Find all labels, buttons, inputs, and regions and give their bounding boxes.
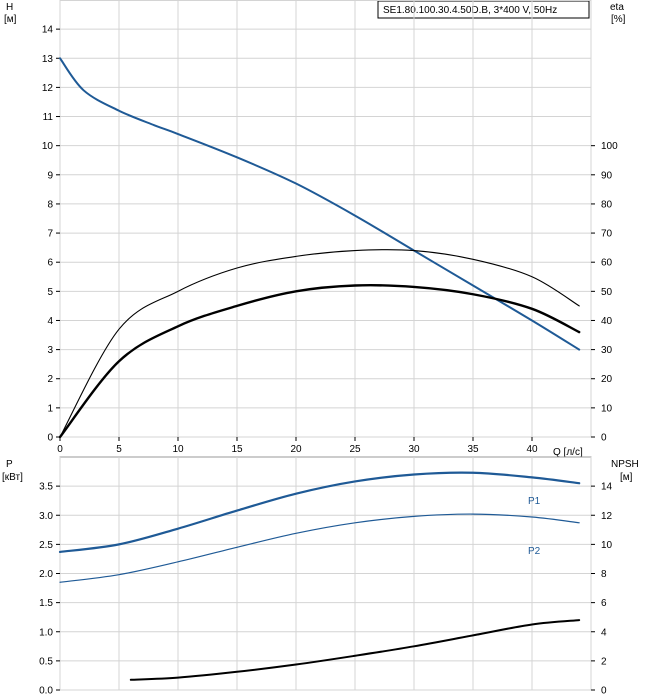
left-tick-label: 2 bbox=[47, 374, 53, 385]
bottom-right-axis-unit: [м] bbox=[620, 472, 633, 483]
left-tick-label: 10 bbox=[42, 141, 54, 152]
x-tick-label: 10 bbox=[172, 444, 184, 455]
right-tick-label: 8 bbox=[601, 569, 607, 580]
series-line-0-2 bbox=[58, 284, 581, 439]
bottom-left-axis-label: P bbox=[6, 459, 13, 470]
top-ticks: 0123456789101112131401020304050607080901… bbox=[42, 25, 618, 455]
left-tick-label: 13 bbox=[42, 54, 54, 65]
chart-title: SE1.80.100.30.4.50D.B, 3*400 V, 50Hz bbox=[383, 5, 557, 16]
left-tick-label: 12 bbox=[42, 83, 54, 94]
x-tick-label: 15 bbox=[231, 444, 243, 455]
x-tick-label: 0 bbox=[57, 444, 63, 455]
series-line-0-0 bbox=[59, 57, 581, 351]
left-tick-label: 1.5 bbox=[39, 598, 53, 609]
right-tick-label: 0 bbox=[601, 433, 607, 444]
series-line-1-1 bbox=[59, 513, 580, 583]
right-tick-label: 0 bbox=[601, 686, 607, 697]
right-tick-label: 2 bbox=[601, 656, 607, 667]
left-tick-label: 5 bbox=[47, 287, 53, 298]
series-line-1-2 bbox=[129, 619, 581, 681]
top-grid bbox=[59, 0, 592, 438]
top-left-axis-label: H bbox=[6, 2, 13, 13]
right-tick-label: 90 bbox=[601, 170, 613, 181]
right-tick-label: 100 bbox=[601, 141, 618, 152]
bottom-right-axis-label: NPSH bbox=[611, 459, 639, 470]
chart-title-box: SE1.80.100.30.4.50D.B, 3*400 V, 50Hz bbox=[377, 0, 590, 19]
top-left-axis-unit: [м] bbox=[4, 14, 17, 25]
bottom-ticks: 0.0 0.5 1.0 1.5 2.0 2.5 3.0 3.5 0 2 4 6 8 10 12 14 bbox=[39, 482, 612, 697]
right-tick-label: 30 bbox=[601, 345, 613, 356]
x-tick-label: 5 bbox=[116, 444, 122, 455]
right-tick-label: 50 bbox=[601, 287, 613, 298]
right-tick-label: 60 bbox=[601, 258, 613, 269]
left-tick-label: 0.0 bbox=[39, 686, 53, 697]
top-right-axis-unit: [%] bbox=[611, 14, 626, 25]
left-tick-label: 2.5 bbox=[39, 540, 53, 551]
x-tick-label: 30 bbox=[408, 444, 420, 455]
right-tick-label: 14 bbox=[601, 482, 613, 493]
series-line-1-0 bbox=[58, 471, 581, 554]
right-tick-label: 12 bbox=[601, 511, 613, 522]
right-tick-label: 4 bbox=[601, 627, 607, 638]
top-right-axis-label: eta bbox=[610, 2, 624, 13]
right-tick-label: 10 bbox=[601, 403, 613, 414]
series-label-p2: P2 bbox=[528, 546, 541, 557]
x-tick-label: 40 bbox=[526, 444, 538, 455]
left-tick-label: 3.0 bbox=[39, 511, 53, 522]
bottom-series bbox=[58, 471, 581, 681]
right-tick-label: 20 bbox=[601, 374, 613, 385]
series-line-0-1 bbox=[59, 249, 580, 438]
left-tick-label: 9 bbox=[47, 170, 53, 181]
left-tick-label: 0 bbox=[47, 433, 53, 444]
x-tick-label: 25 bbox=[349, 444, 361, 455]
x-tick-label: 20 bbox=[290, 444, 302, 455]
top-series bbox=[58, 57, 581, 439]
right-tick-label: 70 bbox=[601, 229, 613, 240]
left-tick-label: 14 bbox=[42, 25, 54, 36]
left-tick-label: 3.5 bbox=[39, 482, 53, 493]
left-tick-label: 2.0 bbox=[39, 569, 53, 580]
left-tick-label: 1 bbox=[47, 403, 53, 414]
left-tick-label: 0.5 bbox=[39, 656, 53, 667]
left-tick-label: 3 bbox=[47, 345, 53, 356]
right-tick-label: 10 bbox=[601, 540, 613, 551]
left-tick-label: 4 bbox=[47, 316, 53, 327]
left-tick-label: 6 bbox=[47, 258, 53, 269]
right-tick-label: 40 bbox=[601, 316, 613, 327]
right-tick-label: 80 bbox=[601, 199, 613, 210]
series-label-p1: P1 bbox=[528, 496, 541, 507]
left-tick-label: 11 bbox=[43, 112, 54, 123]
left-tick-label: 8 bbox=[47, 199, 53, 210]
x-tick-label: 35 bbox=[467, 444, 479, 455]
bottom-left-axis-unit: [кВт] bbox=[2, 472, 23, 483]
right-tick-label: 6 bbox=[601, 598, 607, 609]
left-tick-label: 7 bbox=[47, 229, 53, 240]
left-tick-label: 1.0 bbox=[39, 627, 53, 638]
x-axis-label: Q [л/с] bbox=[553, 447, 583, 458]
